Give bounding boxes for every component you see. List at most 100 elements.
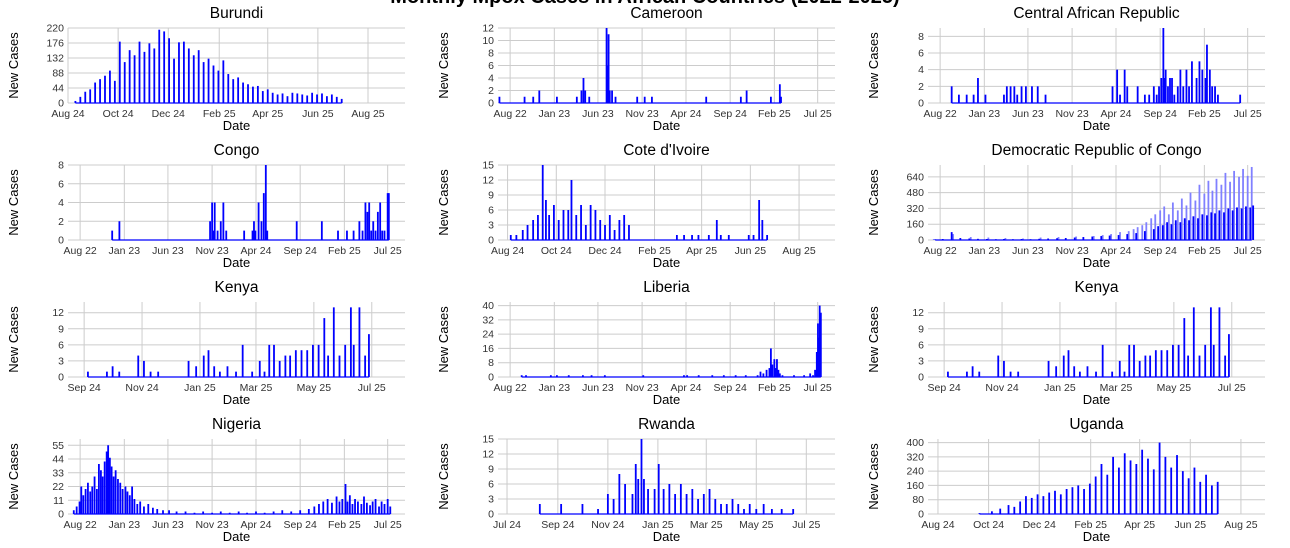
bar	[744, 375, 747, 377]
y-axis-label: New Cases	[6, 443, 21, 510]
bar	[286, 96, 289, 103]
x-tick-label: Oct 24	[541, 245, 572, 257]
bar	[301, 94, 304, 103]
bar	[1009, 371, 1012, 377]
bar	[1078, 371, 1081, 377]
bar	[182, 41, 185, 103]
x-tick-label: May 25	[297, 382, 332, 394]
y-tick-label: 11	[53, 495, 64, 507]
bar	[697, 499, 699, 514]
bar	[541, 165, 544, 240]
bar	[281, 510, 284, 514]
y-tick-label: 8	[58, 160, 64, 172]
bar	[1167, 86, 1169, 103]
bar	[1150, 218, 1153, 240]
x-tick-label: Sep 24	[541, 519, 574, 531]
bar	[226, 366, 229, 377]
bar	[1166, 350, 1169, 377]
bar	[139, 501, 142, 514]
bar	[581, 375, 584, 377]
bar	[242, 82, 244, 103]
bar	[156, 509, 159, 514]
bar	[631, 494, 634, 514]
bar	[218, 371, 221, 377]
bar	[1179, 69, 1182, 103]
bar	[1062, 355, 1065, 377]
bar	[590, 375, 593, 377]
bar	[340, 98, 343, 103]
bar	[251, 230, 254, 240]
y-tick-label: 6	[918, 48, 924, 60]
y-tick-label: 16	[482, 343, 494, 355]
bar	[1218, 210, 1221, 240]
bar	[778, 373, 781, 377]
bar	[1191, 61, 1193, 103]
bar	[254, 230, 257, 240]
y-tick-label: 0	[918, 98, 924, 110]
bar	[1094, 476, 1097, 514]
y-tick-label: 4	[58, 197, 64, 209]
bar	[1031, 86, 1033, 103]
chart-title: Cote d'Ivoire	[623, 142, 710, 159]
chart-cote-d-ivoire: 0 3 6 9 12 15 Aug 24 Oct 24 Dec 24 Feb 25 Apr 25 Ju…	[436, 142, 835, 270]
bar	[815, 352, 818, 377]
x-axis-label: Date	[223, 529, 250, 544]
bar	[1065, 489, 1068, 514]
bar	[227, 74, 230, 103]
bar	[246, 512, 248, 514]
bar	[589, 205, 592, 240]
bar	[143, 51, 146, 103]
chart-title: Central African Republic	[1013, 5, 1180, 22]
bar	[1159, 210, 1162, 240]
x-tick-label: Sep 24	[714, 108, 747, 120]
bar	[1209, 307, 1212, 377]
y-tick-label: 15	[482, 160, 494, 172]
bar	[1192, 216, 1195, 240]
bar	[818, 305, 821, 377]
y-tick-label: 24	[482, 329, 494, 341]
bar	[97, 464, 100, 514]
bar	[711, 375, 714, 377]
bar	[1117, 235, 1120, 240]
bar	[567, 210, 570, 240]
bar	[1193, 467, 1196, 514]
bar	[618, 474, 621, 514]
bar	[1187, 478, 1190, 514]
x-tick-label: Jul 25	[1234, 245, 1262, 257]
bar	[357, 501, 359, 514]
bar	[147, 504, 150, 514]
x-tick-label: Apr 24	[671, 108, 702, 120]
bar	[1007, 505, 1010, 514]
bar	[1088, 483, 1091, 514]
bar	[780, 509, 783, 514]
bar	[364, 355, 367, 377]
bar	[1252, 205, 1255, 240]
bar	[207, 350, 210, 377]
bar	[1091, 236, 1094, 240]
bar	[123, 62, 126, 103]
bar	[1158, 442, 1161, 514]
bar	[1169, 78, 1171, 103]
bar	[725, 504, 728, 514]
bar	[80, 486, 83, 514]
bar	[266, 89, 269, 103]
bar	[1009, 86, 1012, 103]
bar	[947, 371, 949, 377]
bar	[634, 464, 637, 514]
x-axis-label: Date	[1083, 255, 1110, 270]
bar	[599, 220, 602, 240]
chart-title: Cameroon	[630, 5, 702, 22]
bar	[235, 371, 237, 377]
bar	[642, 375, 645, 377]
bar	[364, 202, 367, 240]
bar	[1194, 200, 1197, 240]
bar	[103, 461, 106, 514]
bar	[739, 96, 742, 103]
bar	[1198, 61, 1201, 103]
bar	[950, 86, 953, 103]
bar	[780, 96, 782, 103]
bar	[1154, 214, 1157, 240]
x-tick-label: Feb 25	[203, 108, 236, 120]
bar	[379, 202, 382, 240]
bar	[117, 479, 119, 514]
